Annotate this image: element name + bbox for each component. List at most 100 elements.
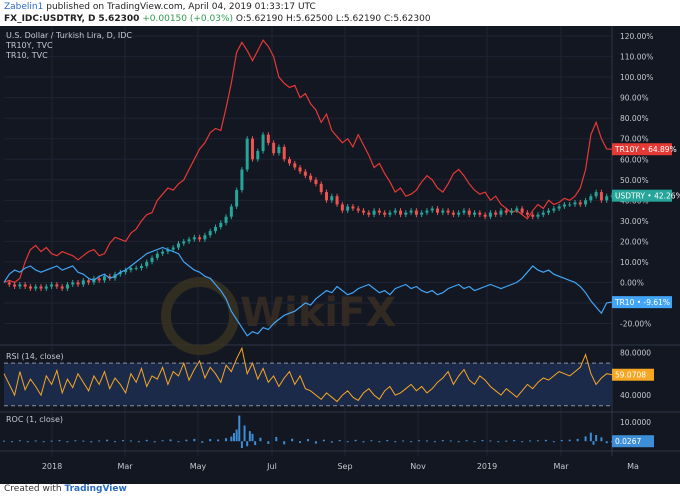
chart-background xyxy=(0,26,680,484)
y-tick-label: 120.00% xyxy=(620,32,653,41)
roc-bar xyxy=(544,439,547,442)
chart-canvas[interactable]: WikiFX 2018 Mar May Jul Sep Nov 2019 Mar Ma120.0… xyxy=(0,26,680,484)
low-value: L:5.62190 xyxy=(335,14,382,24)
rsi-pane xyxy=(3,346,613,407)
roc-bar xyxy=(291,438,294,442)
roc-bar xyxy=(259,437,262,442)
roc-bar xyxy=(576,438,579,442)
roc-bar xyxy=(568,439,571,442)
candle-body xyxy=(573,202,577,205)
x-tick-label: Mar xyxy=(117,462,133,471)
roc-bar xyxy=(254,441,257,446)
roc-bar xyxy=(246,441,249,447)
rsi-last-label: 59.0708 xyxy=(615,371,646,380)
roc-bar xyxy=(410,441,413,443)
candle-body xyxy=(208,231,212,236)
roc-bar xyxy=(314,441,317,444)
price-label-tr10y: TR10Y • 64.89% xyxy=(614,145,677,154)
candle-body xyxy=(372,210,376,215)
candle-body xyxy=(446,210,450,213)
roc-bar xyxy=(386,440,389,442)
roc-bar xyxy=(238,415,241,442)
candle-body xyxy=(483,214,487,217)
roc-bar xyxy=(330,441,333,443)
price-label-bg xyxy=(612,189,672,202)
candle-body xyxy=(282,146,286,160)
roc-bar xyxy=(42,441,45,443)
rsi-band xyxy=(4,363,612,406)
candle-body xyxy=(18,284,22,287)
candle-body xyxy=(187,239,191,242)
roc-bar xyxy=(275,436,278,442)
candle-body xyxy=(531,214,535,217)
roc-bar xyxy=(90,441,93,443)
roc-bar xyxy=(338,440,341,442)
roc-bar xyxy=(592,441,595,445)
y-tick-label: 60.00% xyxy=(620,155,649,164)
candle-body xyxy=(404,212,408,215)
roc-bar xyxy=(322,439,325,442)
x-tick-label: Ma xyxy=(627,462,639,471)
candle-body xyxy=(124,270,128,273)
candle-body xyxy=(457,212,461,215)
candle-body xyxy=(182,241,186,244)
candle-body xyxy=(414,210,418,215)
candle-body xyxy=(176,243,180,248)
candle-body xyxy=(171,247,175,250)
roc-bar xyxy=(98,440,101,442)
candle-body xyxy=(155,253,159,258)
chart-axes: 2018 Mar May Jul Sep Nov 2019 Mar Ma 120.00% 110.0… xyxy=(42,32,680,471)
candle-body xyxy=(235,190,239,207)
candle-body xyxy=(520,208,524,213)
roc-bar xyxy=(605,441,608,444)
roc-bar xyxy=(552,441,555,443)
candle-body xyxy=(578,202,582,205)
candle-body xyxy=(436,208,440,213)
candle-body xyxy=(351,206,355,209)
roc-bar xyxy=(10,441,13,443)
candle-body xyxy=(377,210,381,213)
candle-body xyxy=(166,249,170,252)
roc-bar xyxy=(114,441,117,443)
roc-last-label: 0.0267 xyxy=(615,437,641,446)
roc-bar xyxy=(536,440,539,442)
candle-body xyxy=(536,214,540,217)
roc-bar xyxy=(346,441,349,443)
candle-body xyxy=(245,138,249,170)
candle-body xyxy=(330,196,334,201)
roc-bar xyxy=(362,441,365,443)
candle-body xyxy=(7,282,11,285)
y-tick-label: 110.00% xyxy=(620,53,653,62)
symbol-name: FX_IDC:USDTRY, D xyxy=(4,14,96,24)
candle-body xyxy=(584,200,588,205)
roc-bar xyxy=(457,441,460,443)
candle-body xyxy=(383,212,387,215)
roc-bar xyxy=(595,435,598,442)
candle-body xyxy=(388,212,392,215)
candle-body xyxy=(55,284,59,287)
candle-body xyxy=(420,212,424,215)
candle-body xyxy=(266,134,270,143)
candle-body xyxy=(60,286,64,289)
last-price: 5.62300 xyxy=(98,14,140,24)
tradingview-brand[interactable]: TradingView xyxy=(64,484,127,494)
x-tick-label: Sep xyxy=(337,462,352,471)
close-value: C:5.62300 xyxy=(384,14,431,24)
candle-body xyxy=(589,196,593,201)
candle-body xyxy=(552,208,556,211)
roc-bar xyxy=(299,441,302,443)
roc-bar xyxy=(240,441,243,449)
main-pane xyxy=(3,39,614,337)
candle-body xyxy=(499,210,503,215)
roc-bar xyxy=(153,441,156,443)
footer: Created with TradingView xyxy=(4,484,127,494)
y-tick-label: 20.00% xyxy=(620,237,649,246)
x-tick-label: Nov xyxy=(410,462,426,471)
candle-body xyxy=(213,227,217,232)
roc-bar xyxy=(34,440,37,442)
candle-body xyxy=(34,286,38,289)
author-link[interactable]: Zabelin1 xyxy=(4,2,44,12)
candle-body xyxy=(309,175,313,180)
candle-body xyxy=(557,206,561,209)
